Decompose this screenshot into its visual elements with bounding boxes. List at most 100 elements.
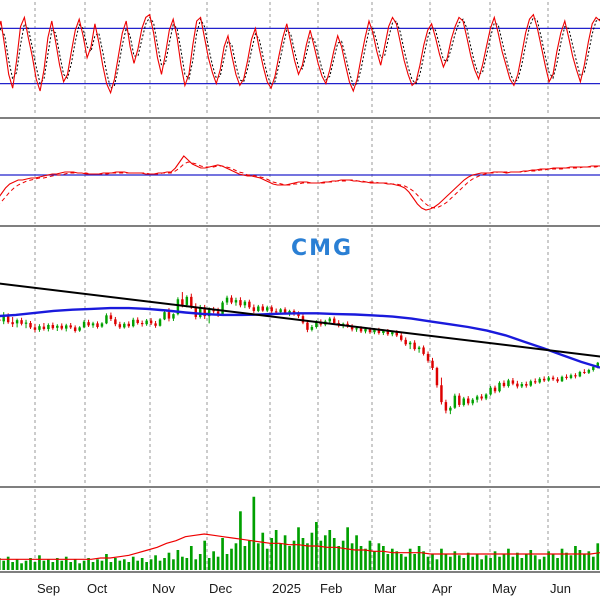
candle-body (199, 307, 202, 317)
indicator-panel-1 (0, 13, 600, 95)
trendline (0, 282, 600, 358)
candle-body (516, 383, 519, 387)
candle-body (283, 309, 287, 313)
candle-body (158, 319, 162, 326)
candle-body (167, 312, 171, 319)
panel-dividers (0, 117, 600, 573)
candle-body (60, 325, 63, 329)
candle-body (69, 325, 72, 328)
candle-body (149, 320, 153, 324)
volume-panel (0, 496, 600, 570)
candle-body (542, 378, 546, 381)
candle-body (6, 316, 10, 323)
ticker-label: CMG (291, 236, 353, 261)
candle-body (382, 331, 385, 334)
candle-body (306, 322, 309, 330)
candle-body (230, 297, 233, 303)
candle-body (350, 326, 354, 330)
candle-body (56, 325, 59, 328)
candle-body (538, 378, 541, 383)
x-tick-label: 2025 (272, 581, 301, 596)
candle-body (270, 307, 273, 312)
candle-body (328, 318, 331, 322)
x-tick-label: May (492, 581, 517, 596)
candle-body (91, 323, 95, 326)
candle-body (435, 367, 439, 386)
candle-body (221, 302, 224, 315)
x-tick-label: Feb (320, 581, 342, 596)
candle-body (440, 385, 443, 403)
candle-body (181, 299, 184, 305)
candle-body (426, 353, 430, 361)
candle-body (257, 306, 260, 311)
candle-body (431, 360, 434, 368)
candle-body (11, 322, 14, 325)
candle-body (583, 371, 586, 373)
volume-moving-average (0, 533, 600, 560)
candle-body (297, 314, 300, 317)
candle-body (359, 328, 363, 332)
candle-body (551, 377, 555, 380)
price-panel: CMG (0, 236, 600, 415)
candle-body (475, 396, 479, 400)
candle-body (413, 342, 416, 350)
candle-body (136, 319, 139, 323)
candle-body (100, 323, 104, 327)
candle-body (408, 342, 412, 345)
candle-body (404, 339, 407, 345)
candle-body (489, 387, 492, 395)
candle-body (96, 323, 99, 327)
candle-body (333, 318, 336, 323)
candle-body (288, 310, 291, 313)
candle-body (417, 347, 421, 350)
candle-body (2, 315, 5, 322)
candle-body (51, 324, 55, 329)
candle-body (547, 377, 550, 381)
candle-body (194, 307, 197, 317)
candle-body (592, 366, 595, 370)
candle-body (493, 387, 497, 392)
candle-body (234, 300, 238, 303)
vertical-grid (34, 2, 549, 570)
candle-body (569, 375, 573, 379)
candle-body (38, 326, 41, 330)
candle-body (395, 332, 398, 336)
candle-body (511, 380, 515, 384)
candle-body (301, 316, 305, 323)
x-tick-label: Jun (550, 581, 571, 596)
candle-body (87, 322, 90, 326)
candle-body (400, 335, 403, 340)
candle-body (109, 315, 113, 319)
candle-body (239, 300, 242, 306)
candle-body (458, 395, 461, 405)
candle-body (176, 299, 180, 315)
moving-average-line (0, 306, 600, 369)
candle-body (574, 375, 577, 377)
x-axis: Sep Oct Nov Dec 2025 Feb Mar Apr May Jun (37, 581, 571, 596)
candle-body (467, 398, 470, 404)
candle-body (203, 307, 206, 317)
candle-body (82, 321, 86, 328)
candle-body (525, 384, 528, 386)
candle-body (310, 327, 314, 330)
candle-body (449, 407, 452, 411)
candle-body (498, 382, 501, 392)
candle-body (248, 301, 251, 308)
candle-body (33, 327, 37, 330)
candle-body (386, 331, 390, 335)
x-tick-label: Apr (432, 581, 453, 596)
candle-body (520, 384, 524, 387)
candle-body (453, 395, 457, 408)
candle-body (207, 309, 211, 317)
candle-body (225, 297, 229, 303)
candle-body (484, 394, 488, 399)
candle-body (127, 323, 130, 327)
candle-body (274, 311, 278, 313)
candle-body (145, 320, 148, 325)
candle-body (480, 396, 483, 399)
candle-body (78, 327, 81, 331)
candle-body (65, 325, 68, 329)
indicator-line (0, 13, 600, 95)
candle-body (140, 322, 144, 325)
